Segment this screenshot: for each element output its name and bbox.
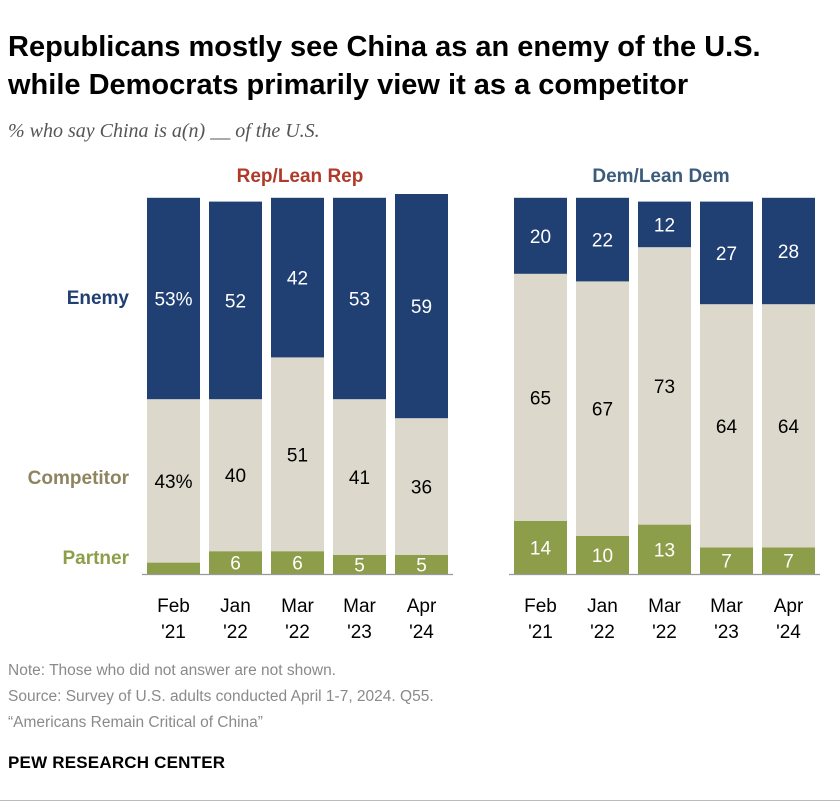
x-tick-label: '24	[409, 622, 434, 640]
x-tick-label: '23	[347, 622, 372, 640]
legend-label: Competitor	[28, 468, 130, 489]
data-label-enemy: 42	[287, 269, 308, 290]
bar-enemy	[271, 197, 324, 358]
data-label-competitor: 41	[349, 468, 370, 489]
report-title-text: “Americans Remain Critical of China”	[8, 714, 263, 731]
x-tick-label: '22	[285, 622, 310, 640]
legend-label: Enemy	[67, 288, 130, 309]
bar-competitor	[209, 399, 262, 552]
data-label-partner: 6	[292, 554, 303, 575]
data-label-enemy: 28	[778, 242, 799, 263]
data-label-enemy: 12	[654, 215, 675, 236]
bar-enemy	[147, 197, 200, 400]
footer-divider	[0, 800, 840, 801]
data-label-competitor: 36	[411, 478, 432, 499]
x-tick-label: Apr	[407, 596, 437, 617]
group-title: Rep/Lean Rep	[237, 166, 364, 187]
x-tick-label: Jan	[220, 596, 251, 617]
bar-partner	[209, 551, 262, 574]
x-tick-label: Mar	[648, 596, 681, 617]
brand-logo-text: PEW RESEARCH CENTER	[8, 753, 226, 772]
bar-enemy	[333, 197, 386, 400]
bar-competitor	[147, 399, 200, 563]
data-label-partner: 7	[783, 552, 794, 573]
note-text: Note: Those who did not answer are not s…	[8, 662, 336, 679]
source-text: Source: Survey of U.S. adults conducted …	[8, 688, 434, 705]
bar-partner	[333, 555, 386, 574]
x-tick-label: Feb	[524, 596, 557, 617]
data-label-competitor: 73	[654, 377, 675, 398]
data-label-partner: 5	[416, 556, 427, 577]
bar-competitor	[514, 273, 567, 521]
x-tick-label: Apr	[774, 596, 804, 617]
data-label-enemy: 22	[592, 231, 613, 252]
data-label-partner: 10	[592, 546, 613, 567]
bar-partner	[700, 547, 753, 574]
bar-competitor	[333, 399, 386, 555]
data-label-partner: 7	[721, 552, 732, 573]
bar-enemy	[395, 194, 448, 419]
bar-enemy	[576, 197, 629, 282]
data-label-enemy: 20	[530, 227, 551, 248]
bar-enemy	[514, 197, 567, 274]
x-tick-label: Mar	[343, 596, 376, 617]
x-tick-label: '23	[714, 622, 739, 640]
data-label-partner: 14	[530, 538, 552, 559]
x-tick-label: '24	[776, 622, 801, 640]
x-tick-label: '21	[528, 622, 553, 640]
bar-enemy	[700, 201, 753, 305]
data-label-partner: 6	[230, 554, 241, 575]
data-label-enemy: 27	[716, 244, 737, 265]
legend-label: Partner	[62, 548, 129, 569]
x-tick-label: '22	[652, 622, 677, 640]
stacked-bar-chart: Rep/Lean Rep43%53%Feb'2164052Jan'2265142…	[28, 166, 820, 640]
bar-partner	[638, 524, 691, 574]
data-label-competitor: 64	[716, 417, 738, 438]
data-label-enemy: 59	[411, 297, 432, 318]
bar-competitor	[700, 304, 753, 548]
bar-competitor	[638, 247, 691, 525]
bar-enemy	[209, 201, 262, 400]
x-tick-label: '21	[161, 622, 186, 640]
bar-partner	[271, 551, 324, 574]
bar-enemy	[638, 201, 691, 248]
data-label-partner: 13	[654, 540, 675, 561]
bar-competitor	[762, 304, 815, 548]
chart-subtitle: % who say China is a(n) __ of the U.S.	[8, 120, 320, 142]
data-label-enemy: 53	[349, 290, 370, 311]
data-label-competitor: 43%	[154, 472, 192, 493]
x-tick-label: Jan	[587, 596, 618, 617]
bar-partner	[514, 520, 567, 574]
group-title: Dem/Lean Dem	[592, 166, 729, 187]
bar-competitor	[271, 357, 324, 552]
bar-partner	[147, 562, 200, 574]
data-label-enemy: 53%	[154, 290, 192, 311]
data-label-competitor: 51	[287, 445, 308, 466]
x-tick-label: Feb	[157, 596, 190, 617]
bar-partner	[762, 547, 815, 574]
x-tick-label: Mar	[710, 596, 743, 617]
bar-competitor	[576, 281, 629, 536]
data-label-competitor: 64	[778, 417, 800, 438]
bar-partner	[395, 555, 448, 574]
chart-title: Republicans mostly see China as an enemy…	[8, 31, 761, 101]
data-label-competitor: 65	[530, 388, 551, 409]
data-label-competitor: 67	[592, 400, 613, 421]
x-tick-label: '22	[590, 622, 615, 640]
data-label-enemy: 52	[225, 291, 246, 312]
bar-enemy	[762, 197, 815, 305]
x-tick-label: '22	[223, 622, 248, 640]
data-label-partner: 5	[354, 556, 365, 577]
bar-partner	[576, 536, 629, 574]
x-tick-label: Mar	[281, 596, 314, 617]
data-label-competitor: 40	[225, 466, 246, 487]
bar-competitor	[395, 418, 448, 555]
